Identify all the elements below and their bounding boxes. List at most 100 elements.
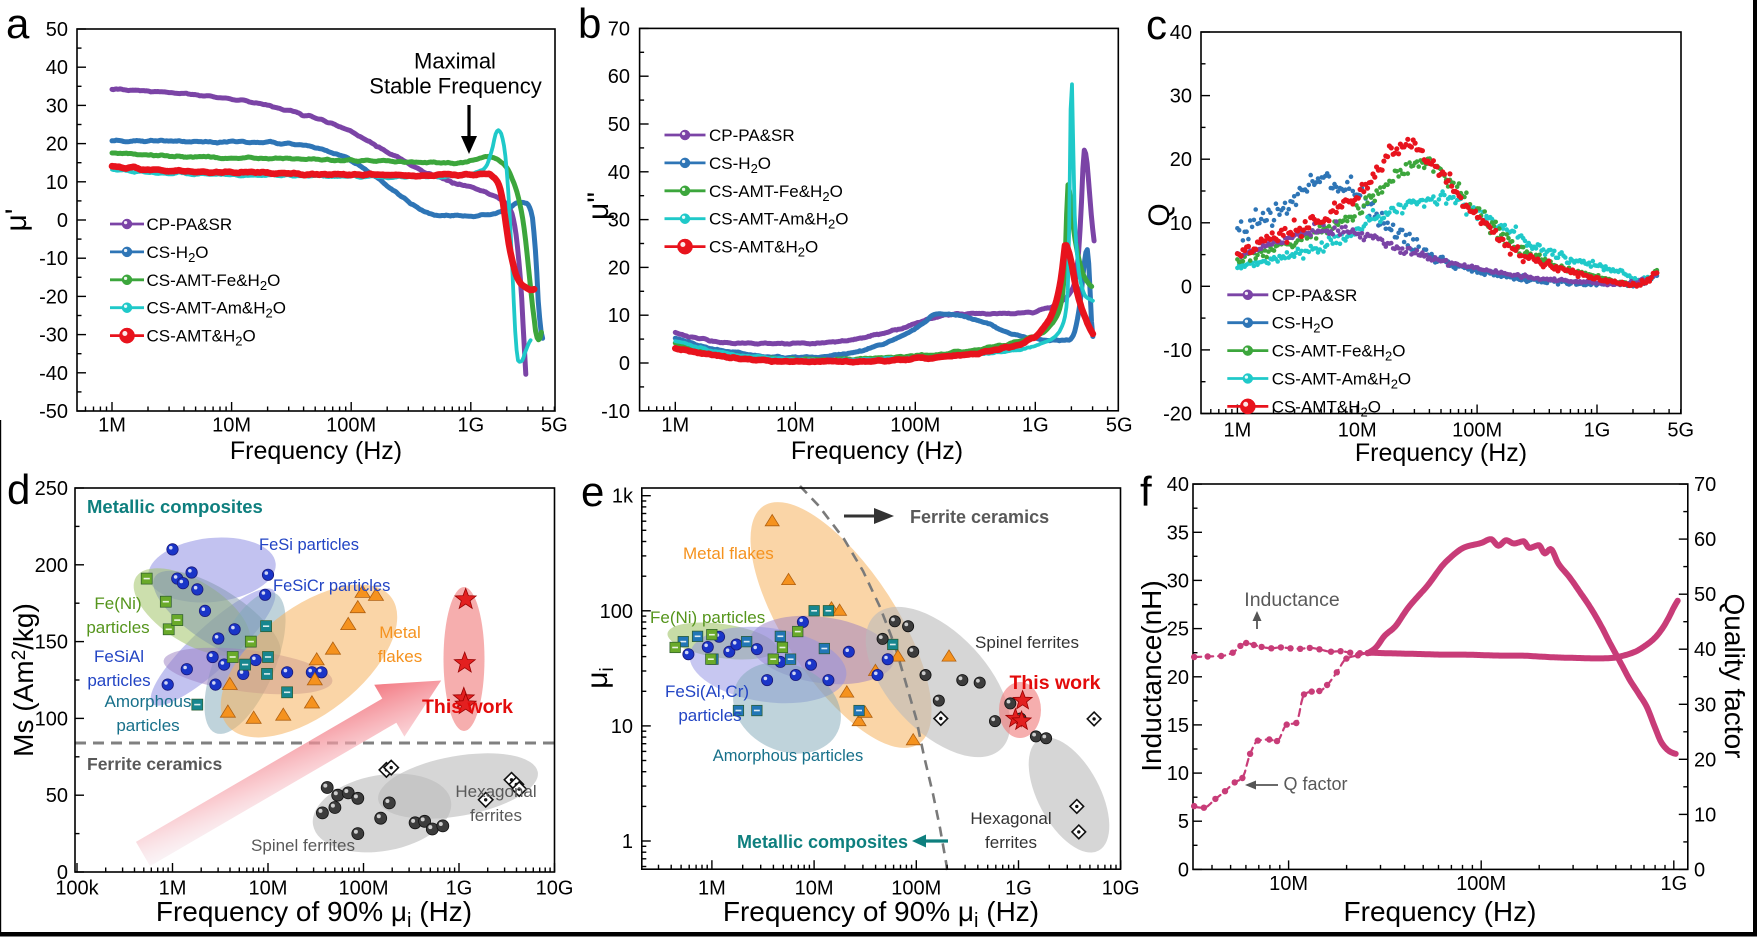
svg-text:150: 150 (35, 632, 68, 654)
svg-text:CS-H2O: CS-H2O (1272, 314, 1334, 336)
svg-text:e: e (581, 468, 604, 515)
svg-text:1k: 1k (612, 486, 634, 508)
svg-text:CS-AMT-Fe&H2O: CS-AMT-Fe&H2O (1272, 342, 1406, 364)
svg-text:20: 20 (46, 134, 68, 156)
svg-text:10M: 10M (795, 878, 834, 900)
svg-text:FeSi(Al,Cr): FeSi(Al,Cr) (665, 682, 749, 701)
svg-text:-10: -10 (601, 401, 630, 423)
svg-text:Metallic composites: Metallic composites (737, 832, 908, 852)
svg-text:Quality factor: Quality factor (1719, 594, 1750, 759)
svg-text:particles: particles (116, 716, 179, 735)
svg-text:20: 20 (1170, 149, 1192, 171)
svg-text:40: 40 (46, 57, 68, 79)
svg-text:10: 10 (608, 305, 630, 327)
svg-text:100M: 100M (338, 878, 388, 900)
svg-text:30: 30 (1694, 694, 1716, 716)
svg-text:5G: 5G (541, 415, 568, 437)
svg-text:Metallic composites: Metallic composites (87, 496, 263, 517)
svg-text:c: c (1146, 1, 1167, 48)
svg-text:40: 40 (608, 162, 630, 184)
svg-text:70: 70 (1694, 474, 1716, 496)
svg-text:-10: -10 (39, 248, 68, 270)
svg-text:10M: 10M (776, 415, 815, 437)
svg-text:Fe(Ni): Fe(Ni) (94, 594, 141, 613)
svg-text:10G: 10G (1102, 878, 1140, 900)
svg-text:Ferrite ceramics: Ferrite ceramics (910, 507, 1049, 527)
svg-text:-40: -40 (39, 363, 68, 385)
svg-text:60: 60 (608, 66, 630, 88)
svg-text:0: 0 (57, 862, 68, 884)
svg-text:50: 50 (46, 785, 68, 807)
svg-text:5G: 5G (1106, 415, 1133, 437)
svg-text:CS-AMT-Am&H2O: CS-AMT-Am&H2O (1272, 370, 1411, 392)
svg-text:20: 20 (608, 257, 630, 279)
svg-text:FeSiCr particles: FeSiCr particles (273, 577, 390, 595)
svg-text:-20: -20 (1163, 404, 1192, 426)
svg-text:30: 30 (46, 95, 68, 117)
svg-text:0: 0 (1181, 276, 1192, 298)
svg-text:1G: 1G (1584, 420, 1611, 442)
svg-text:1G: 1G (1022, 415, 1049, 437)
svg-text:40: 40 (1170, 22, 1192, 44)
svg-text:200: 200 (35, 555, 68, 577)
svg-text:10M: 10M (212, 415, 251, 437)
svg-text:Stable Frequency: Stable Frequency (369, 74, 541, 99)
svg-text:Frequency of 90% μi (Hz): Frequency of 90% μi (Hz) (723, 896, 1039, 932)
svg-text:CP-PA&SR: CP-PA&SR (709, 126, 795, 145)
svg-text:100M: 100M (1452, 420, 1502, 442)
svg-text:This work: This work (1009, 672, 1100, 694)
svg-text:FeSiAl: FeSiAl (94, 647, 144, 666)
svg-text:Fe(Ni) particles: Fe(Ni) particles (650, 608, 765, 627)
svg-text:10: 10 (1170, 213, 1192, 235)
svg-text:100: 100 (600, 601, 633, 623)
svg-text:CS-AMT&H2O: CS-AMT&H2O (1272, 397, 1381, 419)
svg-text:CS-AMT&H2O: CS-AMT&H2O (147, 327, 256, 349)
svg-text:0: 0 (57, 210, 68, 232)
svg-text:CS-AMT-Am&H2O: CS-AMT-Am&H2O (147, 299, 286, 321)
svg-text:30: 30 (608, 210, 630, 232)
svg-text:particles: particles (87, 671, 150, 690)
svg-text:Frequency (Hz): Frequency (Hz) (1355, 439, 1527, 467)
svg-text:Frequency (Hz): Frequency (Hz) (791, 437, 963, 465)
svg-text:1M: 1M (1224, 420, 1252, 442)
svg-text:FeSi particles: FeSi particles (259, 536, 359, 554)
svg-text:particles: particles (678, 706, 741, 725)
svg-text:-50: -50 (39, 401, 68, 423)
svg-text:particles: particles (86, 618, 149, 637)
svg-text:Amorphous particles: Amorphous particles (713, 747, 863, 765)
svg-text:40: 40 (1167, 474, 1189, 496)
svg-text:b: b (578, 0, 601, 47)
svg-text:100M: 100M (1456, 873, 1506, 895)
svg-text:-20: -20 (39, 286, 68, 308)
svg-text:CP-PA&SR: CP-PA&SR (147, 215, 233, 234)
svg-text:1M: 1M (698, 878, 726, 900)
svg-text:0: 0 (619, 353, 630, 375)
svg-text:25: 25 (1167, 619, 1189, 641)
svg-text:d: d (7, 466, 30, 513)
svg-text:CS-AMT-Fe&H2O: CS-AMT-Fe&H2O (147, 271, 281, 293)
svg-text:Frequency (Hz): Frequency (Hz) (1344, 896, 1537, 927)
svg-text:1M: 1M (159, 878, 187, 900)
svg-text:5: 5 (1178, 811, 1189, 833)
svg-text:10M: 10M (249, 878, 288, 900)
svg-text:-30: -30 (39, 325, 68, 347)
svg-text:100k: 100k (55, 878, 99, 900)
svg-text:Inductance: Inductance (1244, 589, 1339, 611)
svg-text:Spinel ferrites: Spinel ferrites (975, 633, 1079, 652)
svg-text:50: 50 (1694, 584, 1716, 606)
svg-text:0: 0 (1694, 859, 1705, 881)
svg-text:Inductance(nH): Inductance(nH) (1136, 580, 1167, 771)
svg-text:35: 35 (1167, 522, 1189, 544)
svg-text:Amorphous: Amorphous (105, 692, 192, 711)
svg-text:Q factor: Q factor (1284, 774, 1348, 794)
svg-text:250: 250 (35, 478, 68, 500)
svg-text:Maximal: Maximal (414, 49, 496, 74)
svg-text:ferrites: ferrites (470, 806, 522, 825)
svg-text:Frequency (Hz): Frequency (Hz) (230, 437, 402, 465)
svg-text:1G: 1G (446, 878, 473, 900)
svg-text:-10: -10 (1163, 340, 1192, 362)
svg-text:70: 70 (608, 18, 630, 40)
svg-text:Hexagonal: Hexagonal (455, 782, 536, 801)
svg-text:1: 1 (622, 831, 633, 853)
svg-text:Spinel ferrites: Spinel ferrites (251, 836, 355, 855)
